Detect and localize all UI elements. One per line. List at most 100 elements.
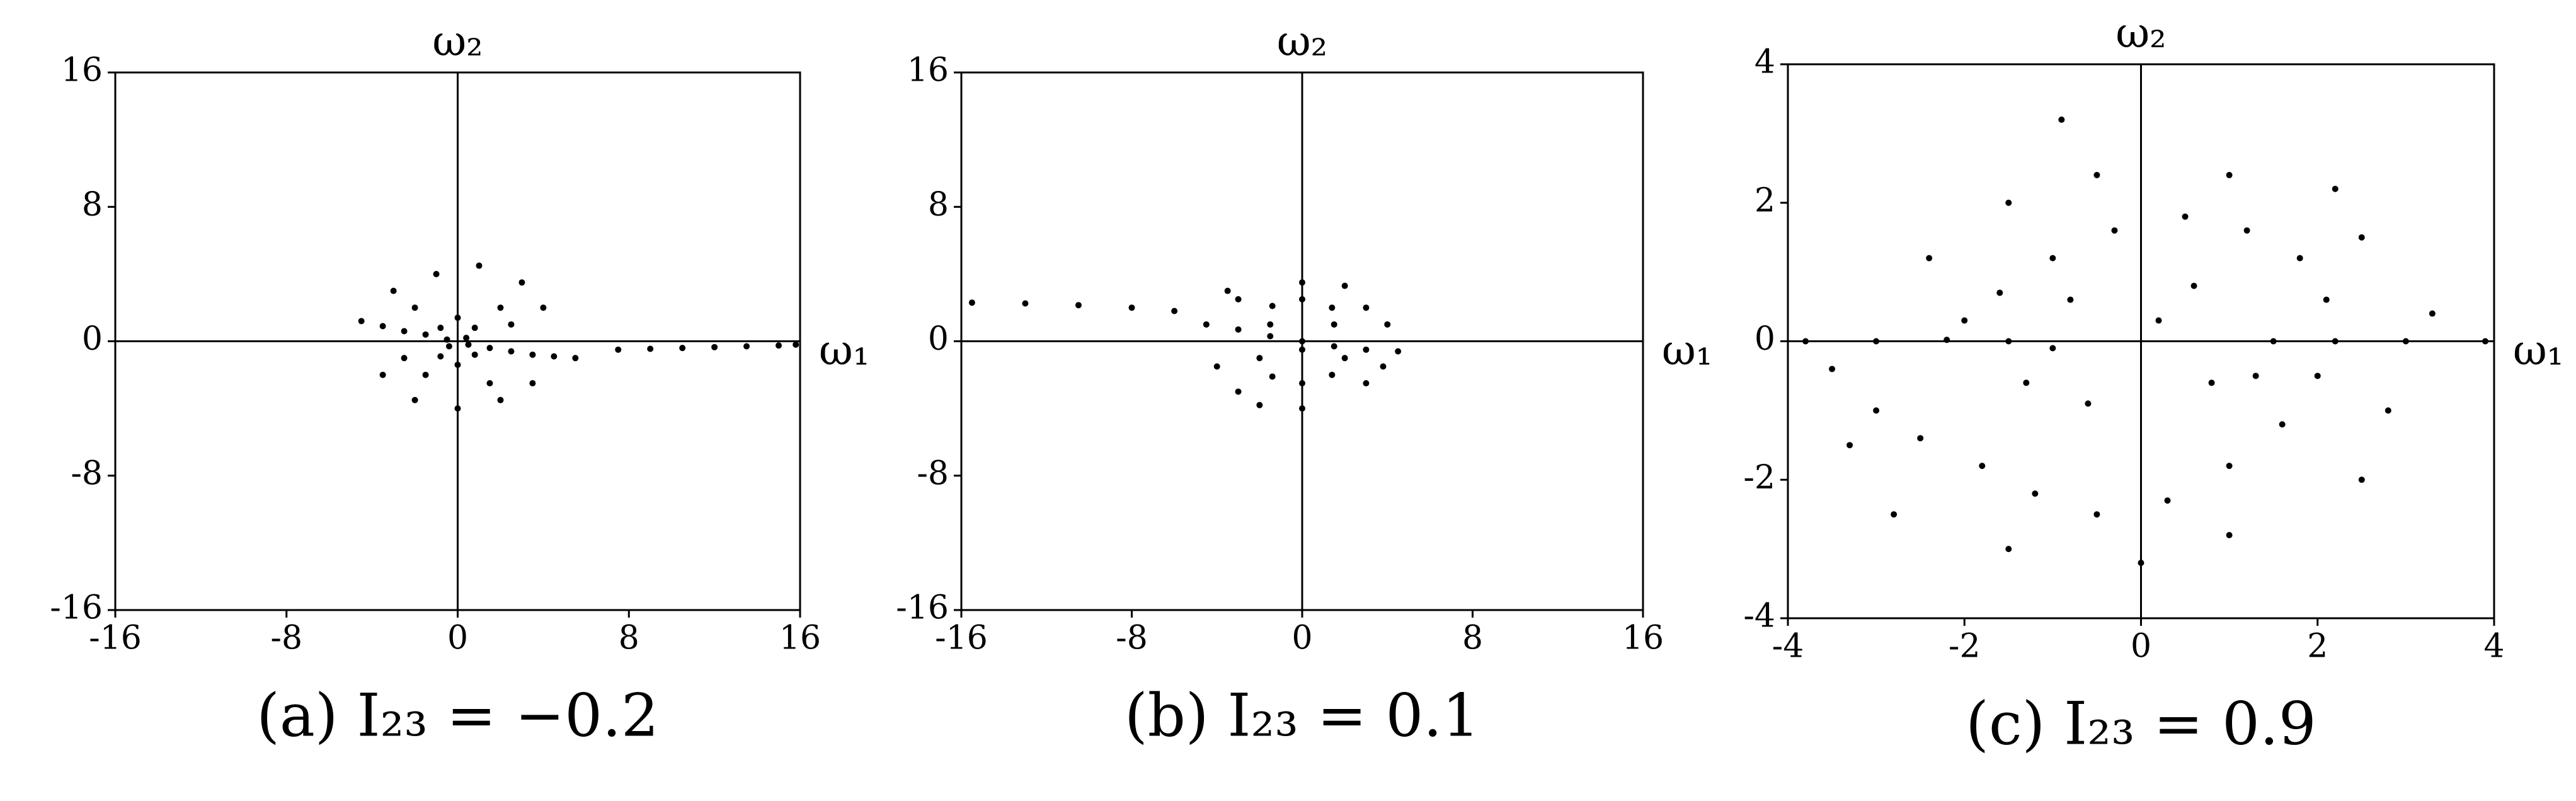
point: [2049, 255, 2056, 262]
point: [1256, 401, 1263, 408]
point: [793, 341, 799, 348]
point: [2067, 296, 2074, 303]
point: [529, 351, 536, 358]
point: [471, 351, 478, 358]
x-tick-label: 8: [1462, 619, 1483, 657]
point: [1979, 463, 1986, 470]
point: [1171, 308, 1178, 314]
point: [968, 299, 975, 306]
point: [476, 262, 483, 269]
point: [615, 346, 622, 353]
point: [1075, 302, 1082, 309]
point: [2005, 546, 2012, 553]
point: [1269, 303, 1276, 309]
point: [2182, 213, 2189, 220]
point: [2208, 379, 2215, 386]
point: [2226, 532, 2233, 539]
point: [2058, 116, 2065, 123]
point: [486, 380, 493, 387]
x-tick-label: 0: [1291, 619, 1312, 657]
point: [2049, 345, 2056, 352]
point: [2429, 310, 2436, 317]
point: [1891, 511, 1898, 518]
point: [433, 270, 440, 277]
point: [2190, 282, 2197, 289]
point: [1203, 321, 1210, 328]
point: [711, 343, 718, 350]
x-tick-label: -2: [1949, 628, 1981, 666]
point: [2279, 421, 2286, 428]
point: [497, 396, 504, 403]
point: [1384, 321, 1391, 328]
caption: (a) I₂₃ = −0.2: [256, 681, 659, 750]
point: [497, 304, 504, 311]
y-axis-label: ω₂: [432, 17, 483, 66]
point: [1299, 346, 1305, 353]
point: [2226, 463, 2233, 470]
point: [1213, 363, 1220, 370]
point: [401, 355, 408, 362]
point: [465, 341, 472, 348]
point: [1299, 338, 1305, 345]
point: [2358, 234, 2365, 241]
y-tick-label: 0: [928, 320, 949, 358]
x-tick-label: 2: [2307, 628, 2328, 666]
x-tick-label: -16: [89, 619, 142, 657]
point: [1363, 346, 1370, 353]
point: [358, 318, 365, 325]
point: [1235, 388, 1242, 395]
point: [379, 323, 386, 330]
point: [1299, 296, 1305, 303]
point: [508, 348, 515, 355]
point: [2332, 338, 2338, 345]
point: [2226, 171, 2233, 178]
point: [1846, 442, 1853, 449]
point: [411, 304, 418, 311]
point: [454, 314, 461, 321]
y-tick-label: 0: [1755, 320, 1775, 358]
y-tick-label: -2: [1743, 459, 1775, 497]
point: [390, 287, 397, 294]
point: [1341, 355, 1348, 362]
y-tick-label: -16: [50, 589, 103, 627]
y-tick-label: 8: [928, 186, 949, 224]
point: [2032, 490, 2039, 497]
x-axis-label: ω₁: [819, 326, 869, 375]
point: [445, 343, 452, 350]
point: [1943, 337, 1950, 343]
point: [1256, 355, 1263, 362]
point: [1961, 317, 1968, 324]
point: [379, 371, 386, 378]
x-tick-label: -8: [1116, 619, 1148, 657]
point: [2252, 372, 2259, 379]
point: [422, 371, 429, 378]
point: [471, 325, 478, 331]
point: [1363, 304, 1370, 311]
point: [2085, 400, 2092, 407]
point: [454, 405, 461, 412]
point: [647, 345, 654, 352]
x-tick-label: 16: [779, 619, 821, 657]
point: [1329, 304, 1336, 311]
point: [1926, 255, 1933, 262]
point: [518, 279, 525, 286]
point: [2270, 338, 2277, 345]
y-tick-label: -8: [917, 454, 949, 492]
point: [2384, 407, 2391, 414]
point: [2155, 317, 2162, 324]
point: [444, 336, 450, 343]
point: [1829, 366, 1836, 372]
y-tick-label: 16: [907, 52, 949, 89]
point: [2093, 171, 2100, 178]
point: [2314, 372, 2321, 379]
point: [2023, 379, 2030, 386]
point: [1873, 338, 1880, 345]
y-tick-label: 2: [1755, 182, 1775, 219]
x-tick-label: 0: [447, 619, 468, 657]
x-tick-label: 8: [619, 619, 639, 657]
point: [679, 345, 686, 352]
point: [422, 331, 429, 338]
point: [2093, 511, 2100, 518]
point: [2111, 227, 2118, 234]
point: [1299, 380, 1305, 387]
